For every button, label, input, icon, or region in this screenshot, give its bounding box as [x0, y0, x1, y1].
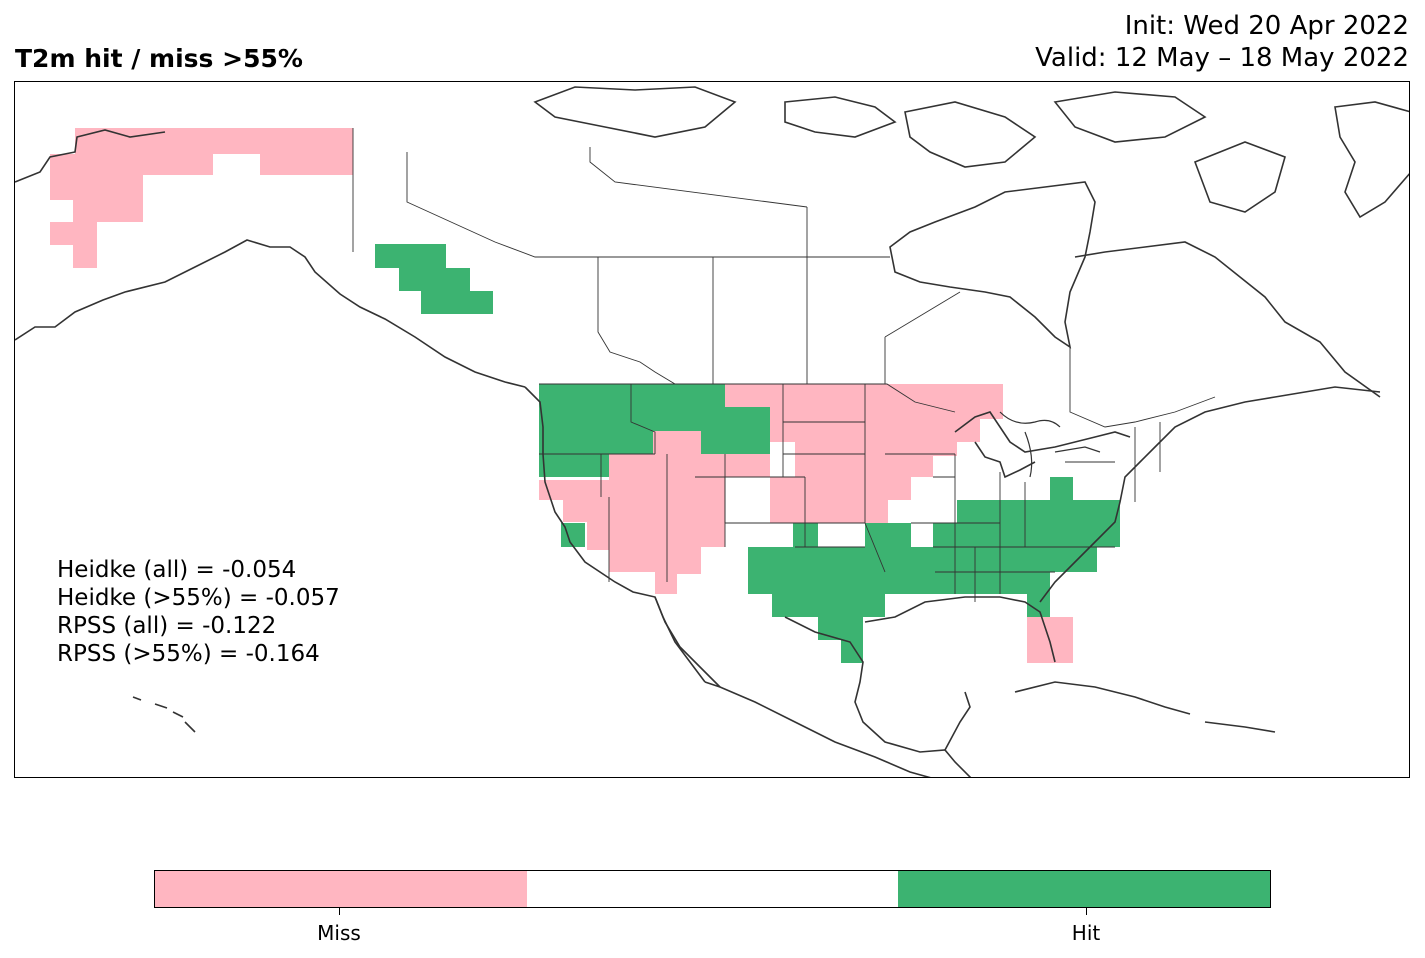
political-borders: [352, 128, 1216, 602]
colorbar-label-hit: Hit: [1071, 921, 1101, 945]
heidke-all-score: Heidke (all) = -0.054: [57, 557, 297, 583]
map-panel: [14, 81, 1410, 778]
valid-date: Valid: 12 May – 18 May 2022: [1035, 43, 1409, 73]
date-info: Init: Wed 20 Apr 2022 Valid: 12 May – 18…: [1035, 10, 1409, 74]
skill-scores: Heidke (all) = -0.054 Heidke (>55%) = -0…: [57, 556, 340, 668]
rpss-55-score: RPSS (>55%) = -0.164: [57, 641, 320, 667]
map-canvas: [15, 86, 1409, 777]
colorbar-miss-segment: [155, 871, 527, 907]
colorbar-tick-hit: [1086, 908, 1087, 915]
colorbar-label-miss: Miss: [317, 921, 361, 945]
rpss-all-score: RPSS (all) = -0.122: [57, 613, 277, 639]
colorbar-neutral-segment: [526, 871, 899, 907]
colorbar-tick-miss: [339, 908, 340, 915]
coastlines: [15, 86, 1409, 777]
colorbar-hit-segment: [898, 871, 1271, 907]
heidke-55-score: Heidke (>55%) = -0.057: [57, 585, 340, 611]
map-title: T2m hit / miss >55%: [15, 44, 303, 73]
great-lakes: [999, 411, 1101, 478]
colorbar: [154, 870, 1271, 908]
init-date: Init: Wed 20 Apr 2022: [1124, 11, 1409, 41]
hit-cells: [375, 244, 1120, 663]
